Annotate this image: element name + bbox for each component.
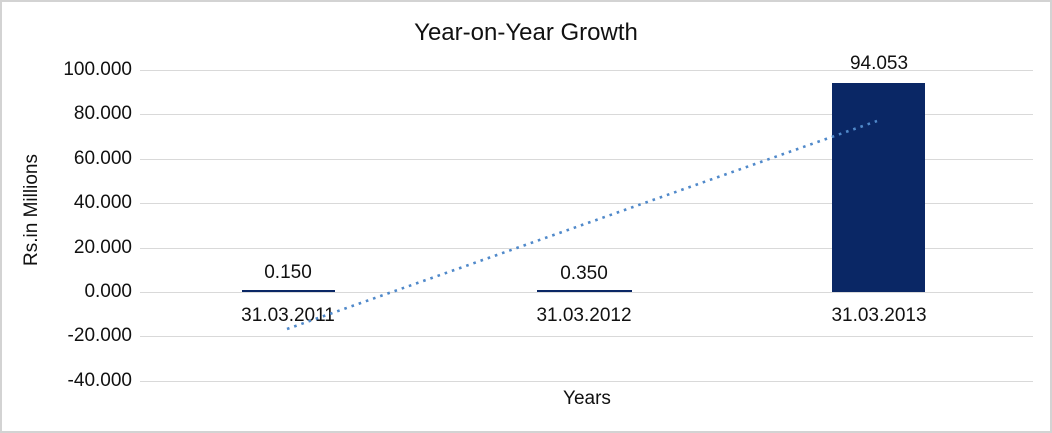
y-tick-label: -40.000 <box>67 370 132 391</box>
gridline <box>140 70 1033 71</box>
gridline <box>140 336 1033 337</box>
gridline <box>140 292 1033 293</box>
bar-31-03-2011 <box>242 290 335 292</box>
bar-data-label: 94.053 <box>849 53 909 74</box>
x-category-label: 31.03.2012 <box>536 305 632 326</box>
gridline <box>140 114 1033 115</box>
bar-31-03-2013 <box>832 83 925 292</box>
bar-data-label: 0.150 <box>264 262 312 283</box>
chart-title: Year-on-Year Growth <box>414 19 638 46</box>
y-tick-label: 20.000 <box>73 237 132 258</box>
bar-31-03-2012 <box>537 290 632 292</box>
y-tick-label: 40.000 <box>73 192 132 213</box>
y-tick-label: 100.000 <box>63 59 132 80</box>
bar-data-label: 0.350 <box>560 263 608 284</box>
y-tick-label: -20.000 <box>67 325 132 346</box>
x-category-label: 31.03.2011 <box>241 305 335 326</box>
x-category-label: 31.03.2013 <box>831 305 927 326</box>
y-tick-label: 80.000 <box>73 103 132 124</box>
gridline <box>140 381 1033 382</box>
x-axis-title: Years <box>563 388 611 409</box>
y-tick-label: 0.000 <box>84 281 132 302</box>
y-tick-label: 60.000 <box>73 148 132 169</box>
